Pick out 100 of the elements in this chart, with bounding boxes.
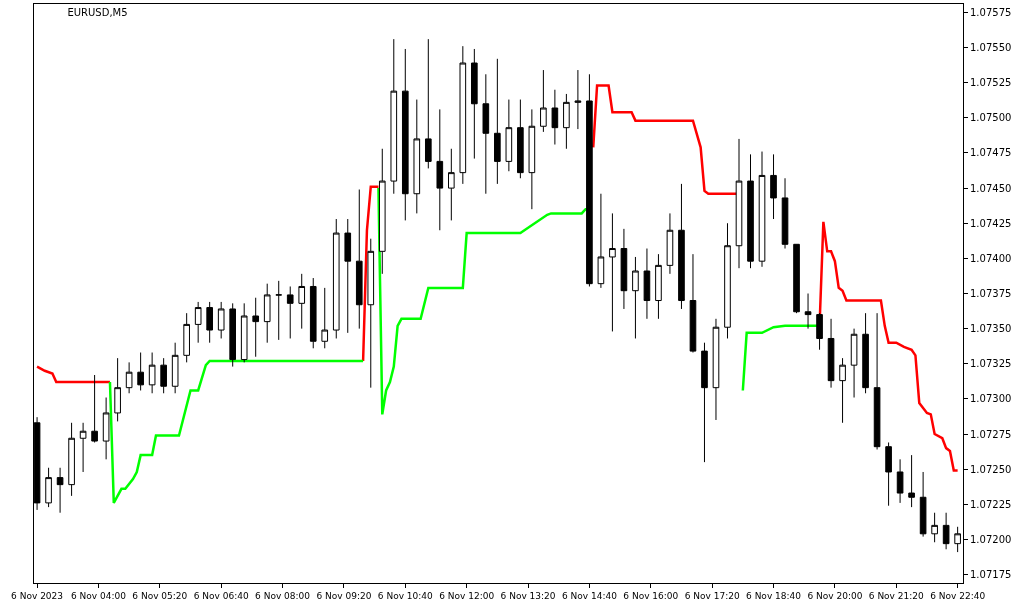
- x-tick-label: 6 Nov 18:40: [746, 590, 802, 601]
- y-tick-label: 1.07275: [970, 428, 1012, 440]
- candlestick: [56, 467, 64, 514]
- x-tick-label: 6 Nov 14:40: [561, 590, 618, 601]
- candlestick: [378, 148, 386, 275]
- candlestick: [436, 108, 444, 231]
- candlestick: [747, 153, 754, 269]
- candlestick: [563, 93, 570, 150]
- candlestick: [309, 277, 317, 349]
- y-tick-label: 1.07475: [970, 147, 1012, 159]
- candlestick: [689, 253, 697, 354]
- x-tick-label: 6 Nov 16:00: [623, 590, 679, 601]
- candlestick: [678, 183, 685, 310]
- candlestick: [448, 148, 455, 221]
- candlestick: [827, 318, 835, 389]
- y-tick-label: 1.07375: [970, 288, 1012, 299]
- candlestick: [528, 108, 536, 210]
- candlestick: [240, 302, 248, 363]
- candlestick: [160, 357, 167, 394]
- candlestick: [908, 454, 915, 508]
- y-tick-label: 1.07500: [970, 112, 1012, 124]
- candlestick: [931, 512, 938, 543]
- y-tick-label: 1.07350: [970, 323, 1012, 335]
- candlestick: [655, 253, 662, 320]
- x-tick-label: 6 Nov 20:00: [807, 590, 863, 601]
- candlestick: [781, 177, 789, 250]
- y-tick-label: 1.07450: [970, 182, 1012, 194]
- x-tick-label: 6 Nov 08:00: [255, 590, 311, 601]
- y-tick-label: 1.07200: [970, 533, 1012, 545]
- candlestick: [286, 285, 294, 339]
- candlestick: [114, 357, 121, 422]
- candlestick: [735, 138, 743, 269]
- y-tick-label: 1.07550: [970, 42, 1012, 54]
- candlestick: [551, 89, 559, 146]
- x-tick-label: 6 Nov 13:20: [500, 590, 556, 601]
- candlestick: [873, 312, 881, 450]
- candlestick: [217, 301, 225, 339]
- x-tick-label: 6 Nov 06:40: [193, 590, 249, 601]
- candlestick: [885, 441, 892, 507]
- candlestick: [942, 512, 950, 550]
- x-tick-label: 6 Nov 17:20: [684, 590, 740, 601]
- y-tick-label: 1.07300: [970, 393, 1012, 405]
- candlestick: [332, 218, 340, 339]
- candlestick: [896, 458, 904, 504]
- candlestick: [839, 357, 846, 424]
- x-tick-label: 6 Nov 2023: [11, 590, 64, 601]
- candlestick: [574, 69, 582, 130]
- candlestick: [862, 312, 869, 394]
- candlestick: [804, 293, 812, 330]
- candlestick: [505, 99, 513, 172]
- y-tick-label: 1.07225: [970, 498, 1012, 510]
- candlestick: [517, 99, 524, 179]
- x-tick-label: 6 Nov 22:40: [930, 590, 986, 601]
- candlestick: [206, 301, 213, 344]
- candlestick: [597, 193, 605, 289]
- candlestick: [424, 38, 432, 169]
- x-tick-label: 6 Nov 12:00: [439, 590, 495, 601]
- candlestick: [816, 312, 823, 351]
- candlestick: [137, 352, 144, 391]
- candlestick: [770, 153, 777, 220]
- candlestick: [321, 287, 329, 349]
- candlestick: [954, 526, 961, 553]
- x-tick-label: 6 Nov 04:00: [70, 590, 127, 601]
- candlestick: [712, 318, 720, 421]
- candlestick: [413, 99, 421, 214]
- candlestick: [171, 342, 179, 394]
- x-tick-label: 6 Nov 09:20: [316, 590, 372, 601]
- candlestick: [620, 228, 628, 310]
- candlestick: [355, 189, 363, 330]
- y-tick-label: 1.07575: [970, 6, 1012, 18]
- candlestick: [79, 422, 87, 473]
- candlestick: [850, 328, 858, 398]
- candlestick: [482, 73, 490, 195]
- candlestick: [586, 73, 593, 287]
- candlestick: [229, 302, 237, 368]
- x-tick-label: 6 Nov 10:40: [377, 590, 434, 601]
- candlestick: [919, 471, 927, 538]
- candlestick: [91, 374, 98, 443]
- candlestick: [102, 397, 110, 460]
- candlestick: [194, 301, 202, 344]
- candlestick: [494, 58, 501, 185]
- candlestick: [183, 312, 190, 363]
- candlestick: [68, 422, 75, 497]
- y-tick-label: 1.07525: [970, 77, 1012, 89]
- x-tick-label: 6 Nov 05:20: [132, 590, 188, 601]
- candlestick: [471, 48, 478, 160]
- y-tick-label: 1.07250: [970, 463, 1012, 475]
- candlestick: [45, 467, 52, 508]
- candlestick: [643, 248, 651, 320]
- candlestick: [666, 212, 674, 275]
- x-tick-label: 6 Nov 21:20: [868, 590, 925, 601]
- candlestick: [263, 283, 271, 344]
- candlestick: [609, 212, 616, 332]
- candlestick: [390, 38, 398, 195]
- y-tick-label: 1.07175: [970, 569, 1012, 581]
- candlestick: [275, 280, 283, 341]
- chart-title: EURUSD,M5: [67, 6, 128, 18]
- candlestick: [401, 48, 409, 221]
- candlestick: [793, 243, 800, 314]
- candlestick: [367, 238, 375, 389]
